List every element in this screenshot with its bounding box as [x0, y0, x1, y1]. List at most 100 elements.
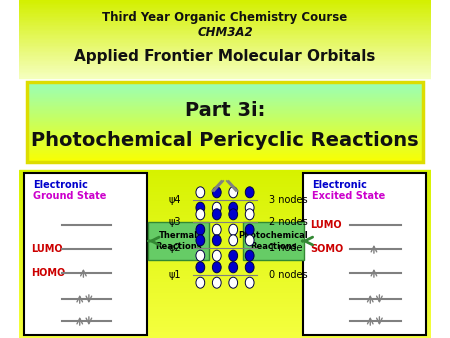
- Bar: [19, 198, 431, 201]
- Bar: [19, 37, 431, 38]
- Bar: [19, 1, 431, 3]
- Bar: [19, 68, 431, 69]
- Bar: [19, 181, 431, 184]
- Ellipse shape: [245, 202, 254, 213]
- Bar: [27, 130, 423, 131]
- FancyBboxPatch shape: [243, 222, 304, 260]
- Bar: [19, 47, 431, 48]
- Ellipse shape: [245, 277, 254, 288]
- Ellipse shape: [212, 224, 221, 235]
- Bar: [27, 106, 423, 107]
- Ellipse shape: [245, 250, 254, 261]
- Bar: [19, 58, 431, 60]
- Bar: [19, 218, 431, 220]
- Bar: [19, 35, 431, 37]
- Bar: [19, 44, 431, 46]
- Ellipse shape: [229, 235, 238, 246]
- Bar: [19, 75, 431, 77]
- Bar: [19, 73, 431, 74]
- Bar: [19, 27, 431, 29]
- Bar: [19, 60, 431, 61]
- Bar: [19, 282, 431, 285]
- Ellipse shape: [196, 202, 205, 213]
- Bar: [27, 95, 423, 97]
- Bar: [19, 240, 431, 243]
- Bar: [27, 143, 423, 145]
- Bar: [19, 55, 431, 56]
- Bar: [27, 114, 423, 115]
- Ellipse shape: [245, 235, 254, 246]
- Text: 2 nodes: 2 nodes: [269, 217, 308, 227]
- Text: Photochemical Pericyclic Reactions: Photochemical Pericyclic Reactions: [31, 131, 419, 150]
- Ellipse shape: [196, 209, 205, 220]
- Bar: [27, 108, 423, 110]
- Bar: [19, 53, 431, 55]
- Bar: [19, 4, 431, 5]
- Bar: [19, 18, 431, 20]
- Bar: [19, 192, 431, 195]
- Bar: [19, 203, 431, 207]
- Bar: [19, 57, 431, 58]
- Bar: [19, 61, 431, 63]
- Ellipse shape: [212, 250, 221, 261]
- Bar: [19, 6, 431, 8]
- Bar: [27, 83, 423, 84]
- Text: Electronic: Electronic: [312, 180, 367, 190]
- Bar: [27, 129, 423, 130]
- Ellipse shape: [229, 224, 238, 235]
- Ellipse shape: [229, 277, 238, 288]
- Bar: [19, 285, 431, 288]
- Bar: [19, 232, 431, 234]
- Bar: [19, 262, 431, 265]
- Bar: [19, 223, 431, 226]
- Bar: [27, 117, 423, 118]
- Text: Applied Frontier Molecular Orbitals: Applied Frontier Molecular Orbitals: [74, 48, 376, 64]
- Text: Part 3i:: Part 3i:: [185, 101, 265, 121]
- Bar: [19, 49, 431, 51]
- Bar: [19, 32, 431, 34]
- Ellipse shape: [212, 235, 221, 246]
- Bar: [19, 42, 431, 43]
- Text: ψ2: ψ2: [168, 243, 181, 253]
- Bar: [19, 173, 431, 176]
- Bar: [19, 207, 431, 209]
- Bar: [27, 91, 423, 93]
- Text: LUMO: LUMO: [310, 220, 342, 230]
- Bar: [19, 184, 431, 187]
- Bar: [19, 335, 431, 338]
- Bar: [27, 145, 423, 146]
- Ellipse shape: [212, 209, 221, 220]
- Bar: [19, 22, 431, 23]
- Bar: [19, 190, 431, 192]
- Bar: [19, 178, 431, 181]
- Bar: [19, 279, 431, 282]
- Bar: [19, 43, 431, 44]
- Bar: [19, 226, 431, 229]
- Bar: [19, 56, 431, 57]
- Bar: [19, 234, 431, 237]
- Ellipse shape: [196, 250, 205, 261]
- Bar: [27, 107, 423, 108]
- Text: HOMO: HOMO: [32, 268, 66, 278]
- Bar: [19, 10, 431, 12]
- Text: Thermal
Reactions: Thermal Reactions: [155, 231, 202, 251]
- Bar: [19, 30, 431, 31]
- Ellipse shape: [212, 187, 221, 198]
- Bar: [19, 265, 431, 268]
- Text: ψ4: ψ4: [169, 195, 181, 205]
- Bar: [19, 301, 431, 305]
- Bar: [19, 248, 431, 251]
- Bar: [24, 173, 147, 335]
- Bar: [19, 201, 431, 203]
- Bar: [27, 157, 423, 158]
- Ellipse shape: [196, 187, 205, 198]
- Bar: [27, 97, 423, 98]
- Bar: [19, 72, 431, 73]
- Bar: [19, 39, 431, 40]
- Bar: [19, 176, 431, 178]
- Bar: [19, 20, 431, 21]
- Bar: [19, 254, 431, 257]
- Bar: [27, 141, 423, 142]
- Bar: [19, 220, 431, 223]
- Bar: [27, 138, 423, 139]
